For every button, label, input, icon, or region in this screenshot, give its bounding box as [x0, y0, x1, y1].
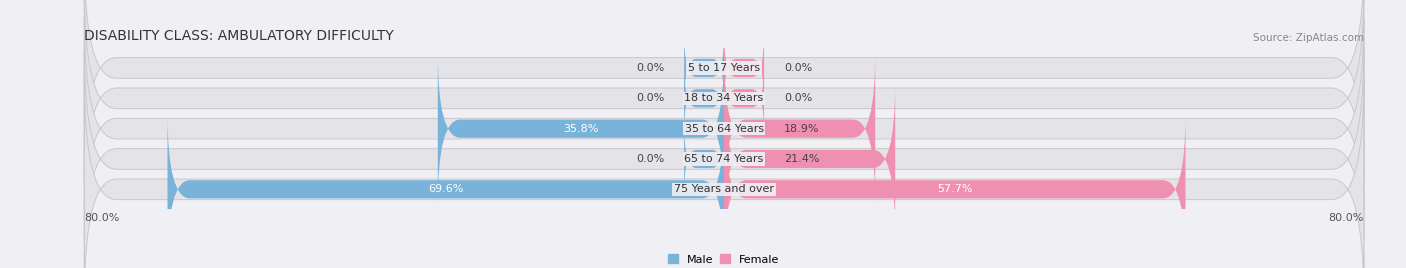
FancyBboxPatch shape [84, 48, 1364, 268]
Text: 21.4%: 21.4% [785, 154, 820, 164]
FancyBboxPatch shape [167, 113, 724, 265]
Text: 0.0%: 0.0% [636, 93, 664, 103]
Text: 75 Years and over: 75 Years and over [673, 184, 775, 194]
FancyBboxPatch shape [685, 32, 724, 104]
FancyBboxPatch shape [84, 0, 1364, 209]
FancyBboxPatch shape [724, 83, 896, 235]
Text: 5 to 17 Years: 5 to 17 Years [688, 63, 761, 73]
Text: 35.8%: 35.8% [564, 124, 599, 134]
Text: 0.0%: 0.0% [785, 63, 813, 73]
FancyBboxPatch shape [84, 78, 1364, 268]
Text: 69.6%: 69.6% [427, 184, 464, 194]
Text: 57.7%: 57.7% [936, 184, 973, 194]
Text: 80.0%: 80.0% [1329, 213, 1364, 223]
FancyBboxPatch shape [437, 53, 724, 204]
Text: 18.9%: 18.9% [785, 124, 820, 134]
Text: DISABILITY CLASS: AMBULATORY DIFFICULTY: DISABILITY CLASS: AMBULATORY DIFFICULTY [84, 29, 394, 43]
Text: 18 to 34 Years: 18 to 34 Years [685, 93, 763, 103]
Text: 0.0%: 0.0% [636, 154, 664, 164]
FancyBboxPatch shape [84, 0, 1364, 179]
FancyBboxPatch shape [724, 62, 763, 135]
FancyBboxPatch shape [84, 18, 1364, 240]
FancyBboxPatch shape [724, 32, 763, 104]
Text: 0.0%: 0.0% [785, 93, 813, 103]
Text: 65 to 74 Years: 65 to 74 Years [685, 154, 763, 164]
Text: 80.0%: 80.0% [84, 213, 120, 223]
FancyBboxPatch shape [685, 62, 724, 135]
FancyBboxPatch shape [724, 113, 1185, 265]
Legend: Male, Female: Male, Female [668, 255, 780, 265]
Text: Source: ZipAtlas.com: Source: ZipAtlas.com [1253, 33, 1364, 43]
FancyBboxPatch shape [685, 122, 724, 195]
Text: 0.0%: 0.0% [636, 63, 664, 73]
FancyBboxPatch shape [724, 53, 875, 204]
Text: 35 to 64 Years: 35 to 64 Years [685, 124, 763, 134]
